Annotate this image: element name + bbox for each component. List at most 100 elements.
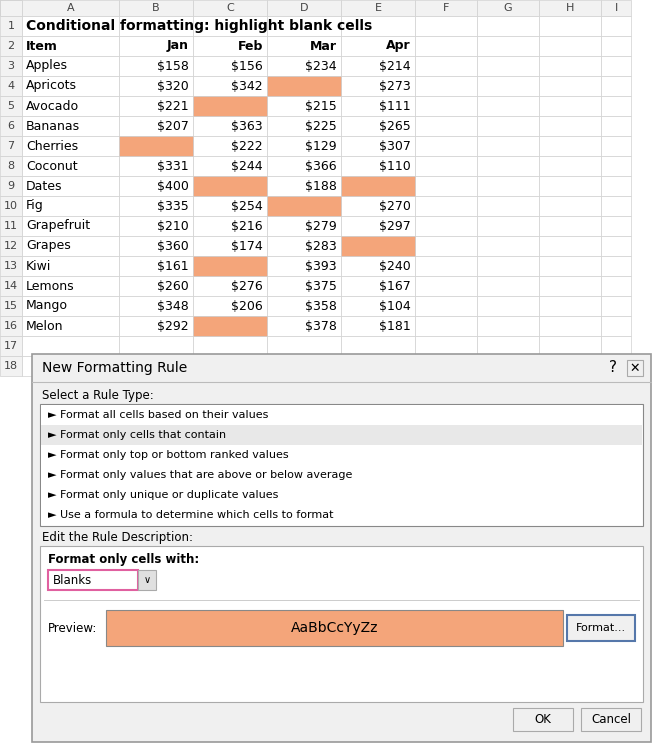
Bar: [415, 156, 477, 176]
Bar: [22, 116, 119, 136]
Bar: [0, 236, 22, 256]
Text: Kiwi: Kiwi: [26, 260, 52, 272]
Bar: [267, 316, 341, 336]
Bar: [477, 196, 539, 216]
Bar: [267, 296, 341, 316]
Bar: [415, 296, 477, 316]
Text: Cancel: Cancel: [591, 713, 631, 726]
Text: $210: $210: [157, 219, 189, 233]
Bar: [0, 316, 22, 336]
Text: OK: OK: [535, 713, 552, 726]
Bar: [119, 56, 193, 76]
Bar: [513, 708, 573, 731]
Bar: [539, 56, 601, 76]
Text: 7: 7: [7, 141, 15, 151]
Text: Select a Rule Type:: Select a Rule Type:: [42, 389, 154, 403]
Bar: [193, 96, 267, 116]
Bar: [40, 546, 643, 702]
Text: 17: 17: [4, 341, 18, 351]
Text: ?: ?: [609, 360, 617, 375]
Text: $206: $206: [231, 299, 263, 313]
Text: 8: 8: [7, 161, 15, 171]
Bar: [415, 176, 477, 196]
Bar: [193, 76, 267, 96]
Bar: [477, 16, 539, 36]
Bar: [119, 136, 193, 156]
Bar: [601, 16, 631, 36]
Bar: [601, 356, 631, 376]
Bar: [415, 36, 477, 56]
Text: $366: $366: [305, 160, 337, 172]
Text: 16: 16: [4, 321, 18, 331]
Bar: [415, 96, 477, 116]
Text: A: A: [66, 3, 74, 13]
Text: $297: $297: [379, 219, 411, 233]
Bar: [193, 96, 267, 116]
Text: ► Format all cells based on their values: ► Format all cells based on their values: [48, 410, 268, 420]
Bar: [627, 360, 643, 376]
Bar: [0, 156, 22, 176]
Bar: [119, 316, 193, 336]
Bar: [22, 356, 119, 376]
Bar: [106, 610, 563, 646]
Bar: [415, 16, 477, 36]
Bar: [0, 356, 22, 376]
Bar: [22, 336, 119, 356]
Text: $181: $181: [379, 319, 411, 333]
Text: Preview:: Preview:: [48, 621, 97, 635]
Text: Grapefruit: Grapefruit: [26, 219, 90, 233]
Bar: [22, 0, 119, 16]
Text: 10: 10: [4, 201, 18, 211]
Bar: [0, 196, 22, 216]
Bar: [477, 96, 539, 116]
Bar: [193, 336, 267, 356]
Bar: [341, 216, 415, 236]
Bar: [267, 196, 341, 216]
Bar: [601, 216, 631, 236]
Text: 14: 14: [4, 281, 18, 291]
Text: Dates: Dates: [26, 180, 62, 192]
Text: ► Format only values that are above or below average: ► Format only values that are above or b…: [48, 470, 352, 480]
Bar: [601, 56, 631, 76]
Bar: [341, 136, 415, 156]
Bar: [267, 336, 341, 356]
Bar: [477, 296, 539, 316]
Bar: [193, 0, 267, 16]
Bar: [0, 96, 22, 116]
Bar: [477, 0, 539, 16]
Text: $215: $215: [305, 99, 337, 113]
Bar: [22, 36, 119, 56]
Bar: [0, 136, 22, 156]
Text: $129: $129: [305, 140, 337, 152]
Text: $265: $265: [379, 119, 411, 133]
Bar: [341, 296, 415, 316]
Text: Cherries: Cherries: [26, 140, 78, 152]
Bar: [119, 136, 193, 156]
Text: 15: 15: [4, 301, 18, 311]
Text: Feb: Feb: [238, 40, 263, 52]
Text: $158: $158: [157, 60, 189, 72]
Bar: [415, 0, 477, 16]
Bar: [0, 36, 22, 56]
Bar: [41, 405, 642, 425]
Bar: [267, 76, 341, 96]
Bar: [601, 256, 631, 276]
Bar: [193, 236, 267, 256]
Text: $260: $260: [157, 280, 189, 292]
Bar: [477, 36, 539, 56]
Polygon shape: [0, 0, 22, 16]
Text: $161: $161: [158, 260, 189, 272]
Text: $270: $270: [379, 199, 411, 213]
Text: $240: $240: [379, 260, 411, 272]
Bar: [539, 356, 601, 376]
Bar: [267, 156, 341, 176]
Bar: [477, 56, 539, 76]
Bar: [193, 16, 267, 36]
Bar: [341, 356, 415, 376]
Bar: [539, 176, 601, 196]
Bar: [267, 136, 341, 156]
Text: $254: $254: [231, 199, 263, 213]
Text: Mango: Mango: [26, 299, 68, 313]
Bar: [415, 256, 477, 276]
Text: Apples: Apples: [26, 60, 68, 72]
